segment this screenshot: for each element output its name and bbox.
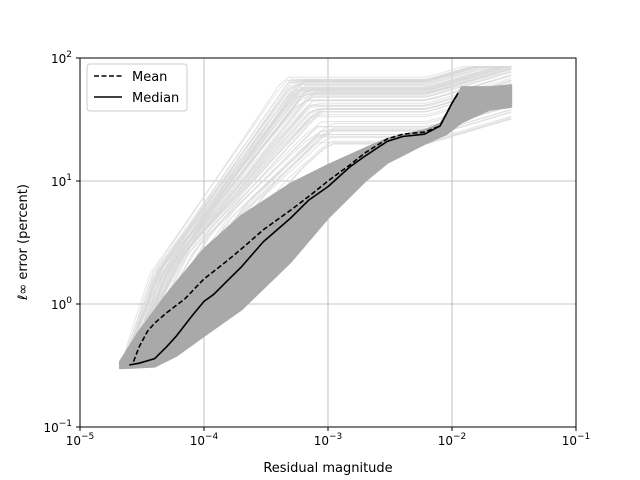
faint-curve [120, 75, 512, 366]
faint-curve [136, 83, 512, 366]
x-tick-label: 10−2 [438, 432, 467, 448]
x-tick-label: 10−4 [190, 432, 219, 448]
legend-median-label: Median [132, 91, 179, 106]
faint-curve [123, 66, 512, 366]
faint-curve [123, 66, 512, 366]
series-median-line [129, 92, 459, 366]
faint-curves [119, 66, 512, 366]
y-tick-label: 101 [51, 173, 72, 189]
y-tick-label: 10−1 [43, 419, 72, 435]
series-lines [129, 92, 459, 366]
legend-mean-label: Mean [132, 70, 167, 85]
x-tick-label: 10−3 [314, 432, 343, 448]
y-axis-title: ℓ∞ error (percent) [16, 184, 31, 301]
faint-curve [128, 66, 512, 366]
x-tick-label: 10−1 [562, 432, 591, 448]
trajectory-band [119, 84, 513, 370]
faint-curve [126, 66, 512, 366]
legend: Mean Median [86, 63, 188, 112]
x-axis-title: Residual magnitude [263, 461, 392, 476]
ticks: 10−5 10−4 10−3 10−2 10−1 10−1 100 101 102 [43, 50, 590, 448]
y-tick-label: 100 [51, 296, 72, 312]
faint-curve [124, 66, 512, 366]
faint-curve [132, 71, 512, 366]
faint-curve [132, 66, 512, 366]
faint-curve [126, 70, 512, 366]
faint-curve [128, 66, 512, 366]
series-mean-line [132, 94, 458, 362]
faint-curve [123, 66, 512, 366]
y-tick-label: 102 [51, 50, 72, 66]
x-tick-label: 10−5 [66, 432, 95, 448]
faint-curve [123, 91, 512, 366]
trajectory-band-area [119, 84, 513, 370]
